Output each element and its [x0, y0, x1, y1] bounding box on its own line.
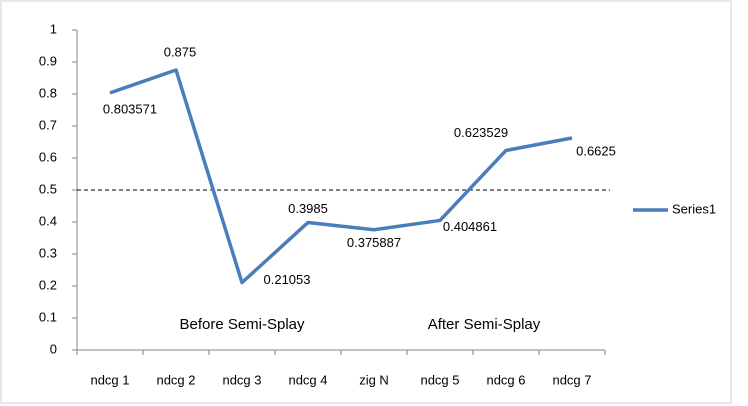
x-tick-label: zig N — [359, 372, 389, 387]
y-tick-label: 0.8 — [39, 85, 57, 100]
x-tick-label: ndcg 3 — [222, 372, 261, 387]
y-tick-label: 0.3 — [39, 245, 57, 260]
y-tick-label: 0.1 — [39, 309, 57, 324]
data-label: 0.6625 — [576, 143, 616, 158]
data-label: 0.803571 — [103, 101, 157, 116]
y-tick-label: 0.9 — [39, 53, 57, 68]
x-tick-label: ndcg 4 — [288, 372, 327, 387]
data-label: 0.875 — [164, 44, 197, 59]
series-line — [109, 68, 573, 285]
y-tick-label: 0.6 — [39, 149, 57, 164]
data-label: 0.623529 — [454, 125, 508, 140]
x-tick-label: ndcg 7 — [552, 372, 591, 387]
y-tick-label: 0.7 — [39, 117, 57, 132]
x-tick-label: ndcg 2 — [156, 372, 195, 387]
data-label: 0.375887 — [347, 235, 401, 250]
x-tick-label: ndcg 1 — [90, 372, 129, 387]
y-tick-label: 1 — [50, 21, 57, 36]
annotation: Before Semi-Splay — [179, 316, 305, 333]
x-tick-label: ndcg 5 — [420, 372, 459, 387]
data-label: 0.21053 — [264, 272, 311, 287]
data-label: 0.404861 — [443, 219, 497, 234]
y-tick-label: 0.4 — [39, 213, 57, 228]
x-tick-label: ndcg 6 — [486, 372, 525, 387]
y-tick-label: 0 — [50, 341, 57, 356]
annotation: After Semi-Splay — [428, 316, 541, 333]
data-label: 0.3985 — [288, 201, 328, 216]
y-tick-label: 0.5 — [39, 181, 57, 196]
legend-label: Series1 — [672, 201, 716, 216]
y-tick-label: 0.2 — [39, 277, 57, 292]
chart-frame — [0, 0, 732, 404]
